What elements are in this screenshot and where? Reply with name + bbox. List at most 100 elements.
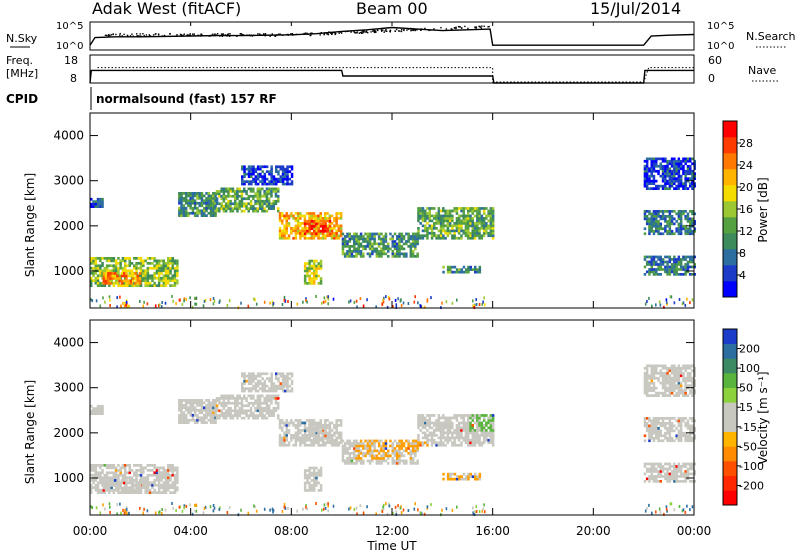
velocity-cell (398, 444, 401, 448)
velocity-cell (455, 419, 459, 422)
velocity-cell (326, 431, 329, 435)
power-cell (652, 260, 656, 264)
power-cell (659, 273, 662, 276)
velocity-cell (157, 471, 161, 475)
power-cell (467, 214, 470, 218)
power-cell (247, 202, 250, 206)
power-cell (207, 201, 210, 205)
velocity-cell (664, 391, 667, 395)
power-cell (103, 269, 107, 273)
power-cell (398, 250, 401, 253)
velocity-cell (664, 376, 667, 380)
nsky-noise-dot (433, 28, 435, 30)
nsky-noise-dot (385, 29, 387, 31)
velocity-cell (136, 489, 140, 492)
power-cell (227, 204, 230, 208)
velocity-cell (650, 431, 653, 435)
nsky-noise-dot (261, 34, 263, 36)
velocity-cell (171, 469, 174, 472)
power-cell (196, 194, 199, 198)
power-cell (193, 206, 197, 210)
power-cell (212, 201, 215, 205)
power-cell (167, 276, 170, 280)
power-cell (469, 265, 472, 269)
power-cell (310, 267, 314, 270)
velocity-cell (476, 421, 479, 425)
power-cell (326, 231, 329, 235)
power-cell (330, 236, 334, 240)
power-cell (256, 172, 260, 176)
velocity-cell (359, 439, 363, 443)
power-cell (430, 234, 434, 238)
velocity-cell (215, 399, 219, 403)
velocity-cell (167, 476, 170, 480)
nsky-noise-dot (179, 33, 182, 36)
velocity-cell (218, 414, 221, 417)
velocity-cell (176, 488, 179, 492)
velocity-cell (659, 374, 662, 378)
power-cell (315, 227, 318, 230)
power-cell (157, 284, 161, 287)
power-cell (326, 295, 328, 299)
power-cell (308, 224, 311, 228)
power-cell (209, 199, 213, 203)
velocity-cell (160, 486, 163, 489)
power-cell (278, 214, 282, 218)
velocity-cell (464, 426, 468, 430)
velocity-cell (176, 471, 179, 475)
velocity-cell (664, 379, 667, 383)
velocity-cell (136, 486, 140, 490)
velocity-cell (157, 481, 161, 485)
velocity-cell (108, 471, 111, 475)
velocity-cell (677, 424, 681, 428)
power-cell (645, 255, 649, 259)
velocity-cell (139, 481, 143, 485)
power-cell (643, 172, 647, 176)
velocity-cell (396, 459, 399, 463)
power-cell (319, 212, 322, 215)
velocity-cell (110, 464, 113, 467)
velocity-cell (677, 431, 681, 435)
velocity-cell (234, 401, 237, 405)
velocity-cell (339, 434, 343, 437)
velocity-cell (335, 443, 338, 447)
power-cell (381, 303, 384, 306)
power-cell (317, 264, 320, 268)
velocity-cell (308, 443, 311, 447)
power-cell (442, 270, 445, 274)
power-cell (645, 215, 649, 218)
power-cell (92, 279, 95, 282)
velocity-cell (677, 480, 681, 483)
power-cell (234, 202, 237, 206)
velocity-cell (377, 452, 381, 455)
velocity-cell (487, 431, 490, 435)
velocity-cell (457, 429, 461, 432)
power-cell (247, 165, 251, 169)
power-cell (139, 257, 143, 260)
power-cell (652, 162, 656, 166)
power-cell (151, 257, 154, 260)
power-cell (661, 232, 665, 236)
power-cell (324, 236, 327, 240)
velocity-cell (155, 471, 159, 475)
velocity-cell (220, 394, 223, 398)
power-cell (442, 217, 445, 220)
power-cell (650, 172, 653, 176)
power-cell (315, 229, 318, 233)
nsky-noise-dot (353, 31, 355, 33)
velocity-cell (157, 491, 161, 494)
power-cell (294, 229, 298, 233)
power-cell (487, 219, 490, 223)
power-cell (405, 240, 408, 243)
power-cell (677, 273, 681, 276)
power-cell (178, 214, 181, 217)
power-cell (652, 179, 656, 183)
power-cell (650, 258, 653, 261)
power-cell (650, 220, 653, 223)
velocity-cell (668, 391, 672, 395)
power-cell (686, 164, 690, 168)
velocity-cell (677, 436, 681, 440)
power-cell (215, 202, 219, 206)
power-cell (103, 284, 107, 287)
power-cell (167, 271, 170, 275)
